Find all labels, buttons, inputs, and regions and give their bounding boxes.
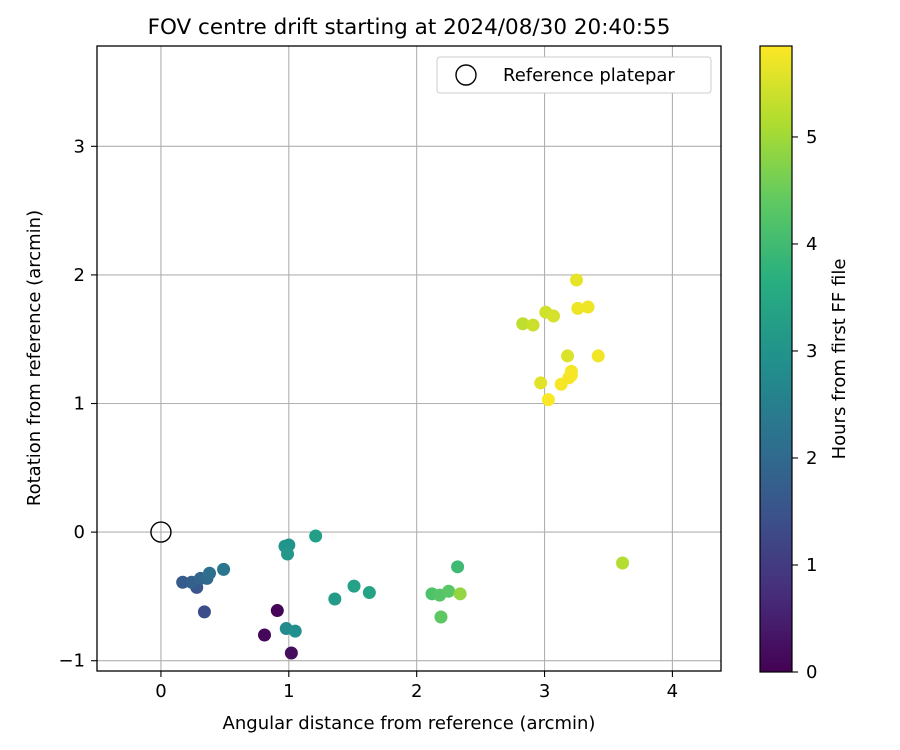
colorbar-tick-label: 4 [806,234,817,255]
data-point [564,368,578,382]
data-point [581,300,595,314]
data-point [309,529,323,543]
data-point [270,604,284,618]
data-point [534,376,548,390]
data-point [451,560,465,574]
x-tick-label: 4 [667,681,678,702]
data-point [176,575,190,589]
grid [97,46,721,671]
colorbar-tick-label: 1 [806,555,817,576]
y-axis-label: Rotation from reference (arcmin) [24,210,45,506]
colorbar: 0 1 2 3 4 5 Hours from first FF file [759,45,850,683]
data-point [347,579,361,593]
data-point [281,547,295,561]
data-point [561,349,575,363]
x-tick-label: 2 [411,681,422,702]
chart-title: FOV centre drift starting at 2024/08/30 … [148,15,671,40]
x-tick-label: 1 [283,681,294,702]
colorbar-label: Hours from first FF file [829,259,850,460]
x-tick-label: 0 [155,681,166,702]
x-axis-label: Angular distance from reference (arcmin) [223,713,596,734]
x-axis-ticks: 0 1 2 3 4 [155,671,678,702]
plot-frame [96,45,722,672]
legend-box [436,56,712,94]
y-tick-label: −1 [58,651,85,672]
reference-platepar-marker [150,521,172,543]
data-point [453,587,467,601]
colorbar-tick-label: 2 [806,448,817,469]
y-tick-label: 2 [74,265,85,286]
data-point [442,584,456,598]
data-point [284,646,298,660]
data-point [541,393,555,407]
legend-label: Reference platepar [503,65,675,86]
y-axis-ticks: −1 0 1 2 3 [58,136,97,672]
legend-marker [455,64,477,86]
data-point [516,317,530,331]
colorbar-tick-label: 5 [806,127,817,148]
data-point [591,349,605,363]
colorbar-ticks: 0 1 2 3 4 5 [792,127,817,683]
data-point [616,556,630,570]
data-point [288,624,302,638]
y-tick-label: 1 [74,394,85,415]
data-point [526,318,540,332]
x-tick-label: 3 [539,681,550,702]
data-point [546,309,560,323]
colorbar-gradient [759,45,793,673]
data-point [328,592,342,606]
y-tick-label: 3 [74,136,85,157]
data-points [150,273,630,660]
data-point [362,586,376,600]
y-tick-label: 0 [74,522,85,543]
colorbar-tick-label: 3 [806,341,817,362]
data-point [571,301,585,315]
data-point [434,610,448,624]
colorbar-tick-label: 0 [806,662,817,683]
data-point [554,377,568,391]
data-point [570,273,584,287]
legend: Reference platepar [436,56,712,94]
data-point [203,566,217,580]
data-point [197,605,211,619]
data-point [217,562,231,576]
data-point [258,628,272,642]
